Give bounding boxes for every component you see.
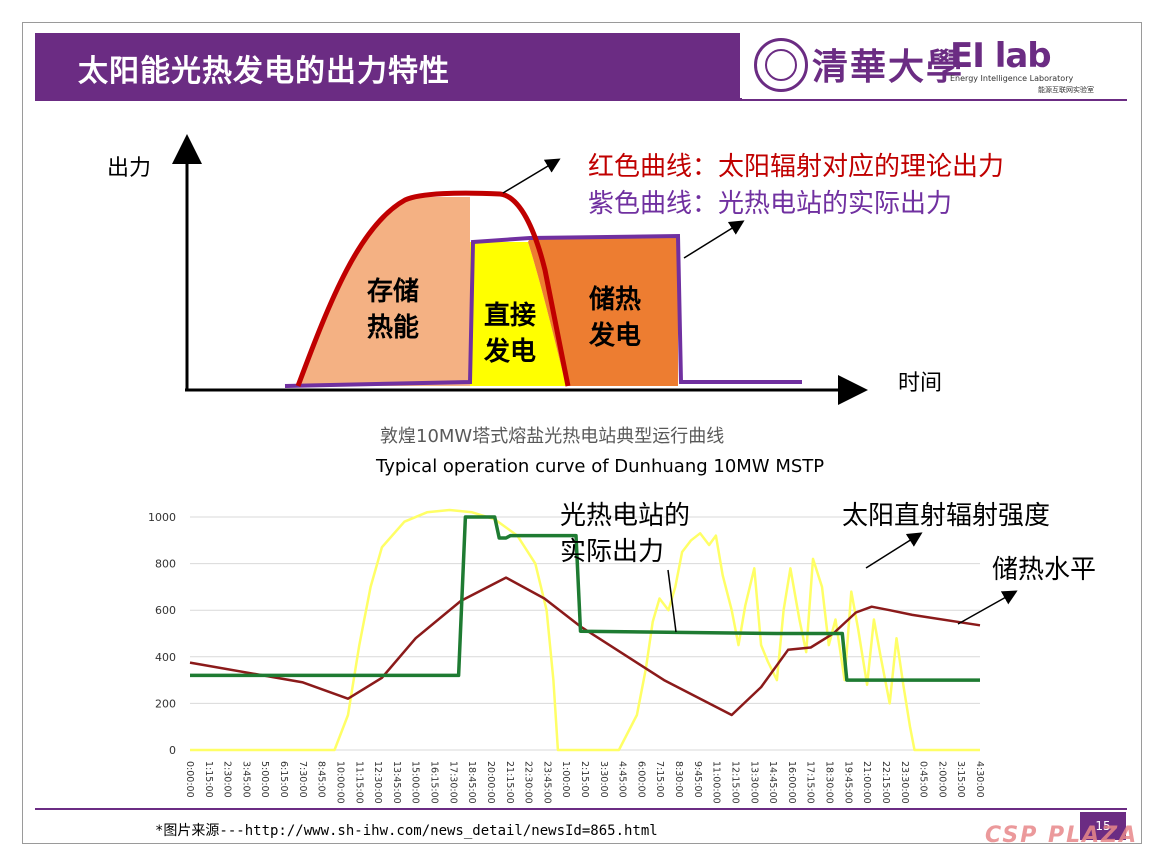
y-tick-label: 1000 xyxy=(148,511,176,524)
x-tick-label: 3:15:00 xyxy=(955,761,966,798)
dni-arrow xyxy=(865,532,923,569)
storage-level-arrow xyxy=(957,590,1018,625)
x-tick-label: 1:15:00 xyxy=(203,761,214,798)
page-number: 15 xyxy=(1080,812,1126,840)
x-tick-label: 15:00:00 xyxy=(410,761,421,804)
storage-heat-label-1: 存储 xyxy=(367,276,419,307)
x-tick-label: 23:30:00 xyxy=(899,761,910,804)
purple-curve-arrow xyxy=(683,220,745,259)
x-tick-label: 11:15:00 xyxy=(353,761,364,804)
x-tick-label: 2:00:00 xyxy=(936,761,947,798)
operation-chart-subtitle: Typical operation curve of Dunhuang 10MW… xyxy=(375,456,824,477)
legend-purple-curve: 紫色曲线：光热电站的实际出力 xyxy=(588,189,952,219)
x-tick-label: 11:00:00 xyxy=(711,761,722,804)
x-tick-label: 23:45:00 xyxy=(541,761,552,804)
x-tick-label: 0:00:00 xyxy=(184,761,195,798)
storage-generation-area xyxy=(528,236,678,386)
x-tick-label: 22:15:00 xyxy=(880,761,891,804)
actual-output-curve xyxy=(284,233,802,388)
concept-ylabel: 出力 xyxy=(107,156,151,181)
x-tick-label: 8:45:00 xyxy=(316,761,327,798)
x-tick-label: 6:00:00 xyxy=(635,761,646,798)
lab-logo: EI lab xyxy=(950,36,1052,76)
y-tick-label: 0 xyxy=(169,744,176,757)
legend-red-curve: 红色曲线：太阳辐射对应的理论出力 xyxy=(588,152,1004,182)
x-tick-label: 7:15:00 xyxy=(654,761,665,798)
x-tick-label: 20:00:00 xyxy=(485,761,496,804)
series-line-0 xyxy=(190,515,980,682)
x-tick-label: 17:15:00 xyxy=(805,761,816,804)
x-tick-label: 14:45:00 xyxy=(767,761,778,804)
x-tick-label: 21:00:00 xyxy=(861,761,872,804)
image-source-note: *图片来源---http://www.sh-ihw.com/news_detai… xyxy=(155,823,658,839)
x-tick-label: 16:15:00 xyxy=(429,761,440,804)
x-tick-labels: 0:00:00 1:15:00 2:30:00 3:45:00 5:00:00 6:15:… xyxy=(184,761,985,804)
x-tick-label: 17:30:00 xyxy=(447,761,458,804)
x-tick-label: 16:00:00 xyxy=(786,761,797,804)
x-tick-label: 8:30:00 xyxy=(673,761,684,798)
x-tick-label: 18:45:00 xyxy=(466,761,477,804)
university-seal-logo xyxy=(754,38,808,92)
watermark-logo: CSP PLAZA xyxy=(985,823,1139,848)
x-tick-label: 7:30:00 xyxy=(297,761,308,798)
concept-xlabel: 时间 xyxy=(898,371,942,396)
y-tick-label: 400 xyxy=(155,651,176,664)
plant-output-annotation-1: 光热电站的 xyxy=(560,501,690,531)
series-line-1 xyxy=(190,508,980,752)
slide-frame xyxy=(22,22,1142,844)
page-title: 太阳能光热发电的出力特性 xyxy=(78,54,450,89)
y-tick-label: 800 xyxy=(155,558,176,571)
x-tick-label: 12:15:00 xyxy=(729,761,740,804)
storage-generation-label-2: 发电 xyxy=(588,320,641,351)
x-tick-label: 21:15:00 xyxy=(504,761,515,804)
y-tick-label: 600 xyxy=(155,604,176,617)
y-tick-label: 200 xyxy=(155,697,176,710)
lab-logo-subtitle: Energy Intelligence Laboratory xyxy=(950,74,1074,83)
storage-heat-area xyxy=(298,197,470,386)
dni-annotation: 太阳直射辐射强度 xyxy=(842,501,1050,531)
x-tick-label: 6:15:00 xyxy=(278,761,289,798)
x-tick-label: 9:45:00 xyxy=(692,761,703,798)
chart-series xyxy=(189,508,981,752)
x-tick-label: 3:45:00 xyxy=(240,761,251,798)
x-tick-label: 19:45:00 xyxy=(842,761,853,804)
x-tick-label: 2:15:00 xyxy=(579,761,590,798)
title-bar xyxy=(35,33,740,99)
y-tick-labels: 0 200 400 600 800 1000 xyxy=(148,511,176,757)
storage-heat-label-2: 热能 xyxy=(367,312,419,343)
theoretical-output-curve xyxy=(295,190,571,387)
x-tick-label: 5:00:00 xyxy=(259,761,270,798)
x-tick-label: 3:30:00 xyxy=(598,761,609,798)
x-tick-label: 13:45:00 xyxy=(391,761,402,804)
x-tick-label: 18:30:00 xyxy=(824,761,835,804)
series-line-2 xyxy=(189,576,981,717)
x-tick-label: 4:45:00 xyxy=(617,761,628,798)
x-tick-label: 4:30:00 xyxy=(974,761,985,798)
title-underline xyxy=(35,98,1127,101)
x-tick-label: 10:00:00 xyxy=(334,761,345,804)
university-name-logo: 清華大學 xyxy=(812,46,965,88)
plant-output-annotation-2: 实际出力 xyxy=(560,537,664,567)
x-tick-label: 22:30:00 xyxy=(523,761,534,804)
x-tick-label: 1:00:00 xyxy=(560,761,571,798)
storage-level-annotation: 储热水平 xyxy=(992,555,1096,585)
x-tick-label: 12:30:00 xyxy=(372,761,383,804)
red-curve-arrow xyxy=(502,158,561,194)
operation-chart-title: 敦煌10MW塔式熔盐光热电站典型运行曲线 xyxy=(380,426,724,447)
direct-generation-area xyxy=(470,242,566,386)
direct-generation-label-1: 直接 xyxy=(484,301,536,331)
footer-line xyxy=(35,808,1127,810)
lab-logo-subtitle-cn: 能源互联网实验室 xyxy=(1038,86,1094,94)
direct-generation-label-2: 发电 xyxy=(483,336,536,367)
x-tick-label: 0:45:00 xyxy=(918,761,929,798)
x-tick-label: 13:30:00 xyxy=(748,761,759,804)
plant-output-pointer xyxy=(667,569,677,633)
x-tick-label: 2:30:00 xyxy=(222,761,233,798)
storage-generation-label-1: 储热 xyxy=(589,284,641,315)
